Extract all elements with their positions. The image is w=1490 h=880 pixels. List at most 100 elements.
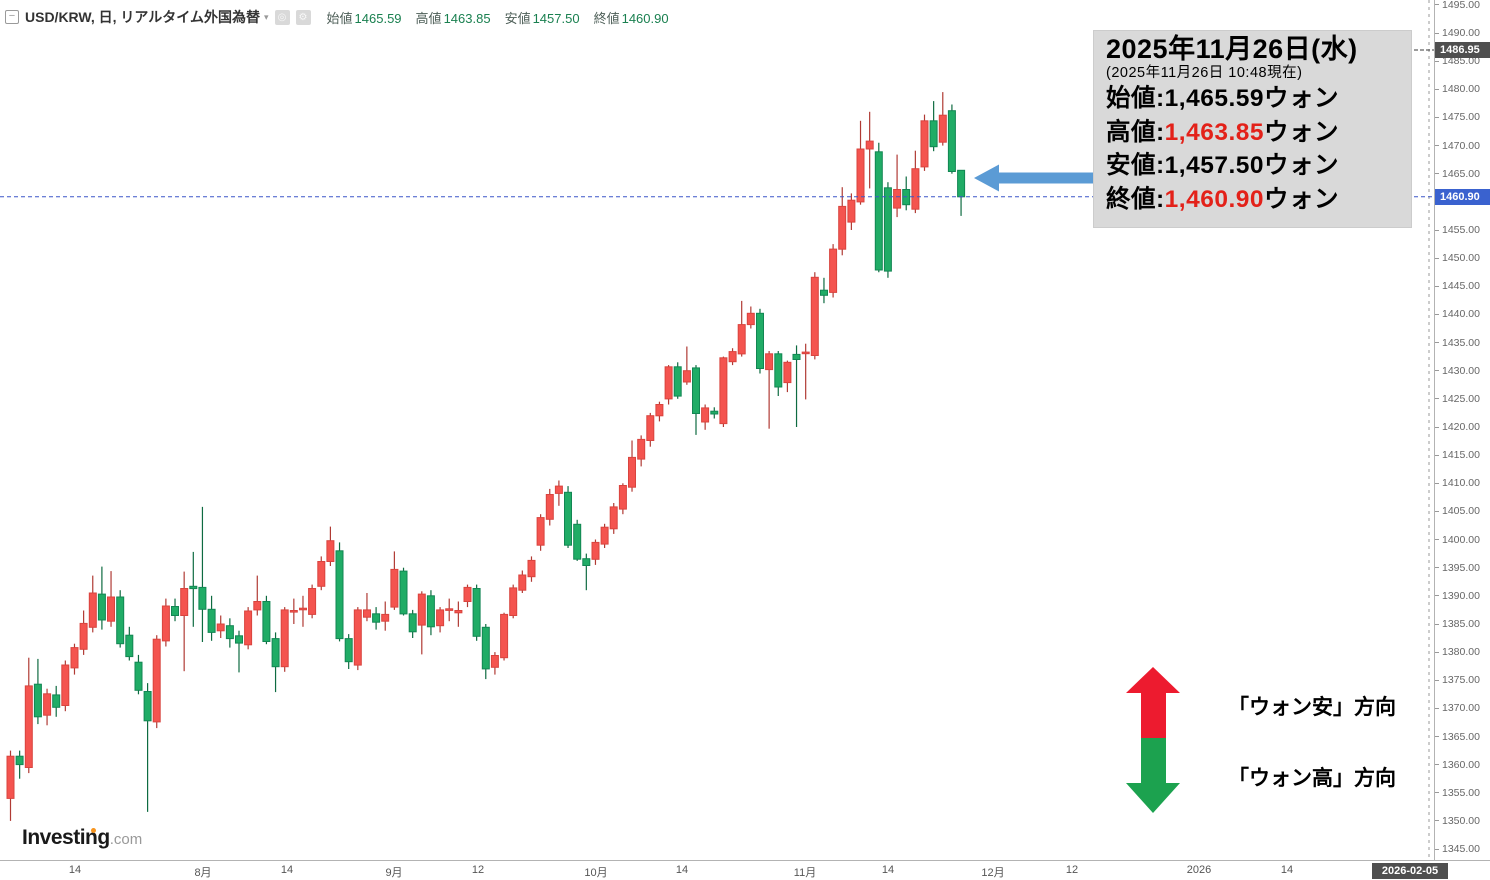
candle[interactable]: [591, 541, 600, 560]
candle[interactable]: [847, 199, 856, 223]
candle[interactable]: [253, 601, 262, 611]
candle[interactable]: [97, 593, 106, 621]
candle[interactable]: [527, 559, 536, 578]
candle[interactable]: [335, 550, 344, 640]
candle[interactable]: [820, 289, 828, 296]
price-axis[interactable]: 1486.95 1460.90 1495.00 1490.00 1485.00 148…: [1434, 0, 1490, 860]
candle[interactable]: [454, 610, 463, 614]
candle[interactable]: [408, 613, 417, 633]
candle[interactable]: [737, 324, 746, 355]
candle[interactable]: [353, 609, 362, 666]
candle[interactable]: [33, 683, 42, 718]
candle[interactable]: [244, 610, 253, 646]
candle[interactable]: [52, 694, 61, 708]
candle[interactable]: [646, 415, 655, 442]
candle[interactable]: [664, 366, 673, 400]
candle[interactable]: [829, 248, 838, 293]
candle[interactable]: [198, 586, 207, 610]
candle[interactable]: [518, 574, 527, 591]
candle[interactable]: [920, 120, 929, 168]
candle[interactable]: [280, 609, 289, 668]
candle[interactable]: [463, 586, 472, 603]
candle[interactable]: [107, 596, 115, 622]
candle[interactable]: [628, 456, 636, 488]
candle[interactable]: [180, 588, 189, 616]
candle[interactable]: [207, 608, 216, 633]
candle[interactable]: [235, 635, 243, 644]
candle[interactable]: [79, 622, 88, 650]
candle[interactable]: [609, 506, 618, 530]
candle[interactable]: [445, 608, 454, 611]
candle[interactable]: [436, 609, 445, 627]
candle[interactable]: [289, 610, 298, 613]
candle[interactable]: [481, 626, 490, 670]
candle[interactable]: [692, 367, 700, 414]
candle[interactable]: [70, 647, 79, 669]
candle[interactable]: [381, 613, 390, 622]
candle[interactable]: [308, 588, 317, 615]
candle[interactable]: [600, 526, 609, 545]
candle[interactable]: [673, 366, 682, 397]
candle[interactable]: [500, 613, 509, 659]
candle[interactable]: [582, 558, 591, 567]
candle[interactable]: [637, 438, 646, 460]
candle[interactable]: [682, 370, 691, 383]
candle[interactable]: [189, 585, 198, 590]
candle[interactable]: [417, 593, 426, 626]
time-axis[interactable]: 2026-02-05 14 8月 14 9月 12 10月 14 11月 14 12月 12 2026…: [0, 860, 1490, 880]
candle[interactable]: [24, 685, 33, 769]
candle[interactable]: [765, 353, 774, 371]
candle[interactable]: [893, 189, 902, 209]
candle[interactable]: [6, 755, 15, 799]
candlestick-svg[interactable]: [0, 0, 1434, 860]
candle[interactable]: [655, 404, 664, 417]
candle[interactable]: [545, 494, 554, 520]
candle[interactable]: [299, 607, 307, 611]
candles-layer[interactable]: [6, 92, 966, 821]
candle[interactable]: [883, 187, 892, 272]
candle[interactable]: [746, 312, 755, 326]
candle[interactable]: [225, 625, 234, 640]
candle[interactable]: [372, 613, 381, 623]
candle[interactable]: [728, 351, 737, 363]
candle[interactable]: [490, 655, 499, 668]
candle[interactable]: [554, 485, 563, 494]
candle[interactable]: [152, 638, 161, 723]
candle[interactable]: [783, 361, 792, 384]
symbol-title[interactable]: USD/KRW, 日, リアルタイム外国為替: [25, 9, 260, 25]
candle[interactable]: [125, 634, 134, 658]
candle[interactable]: [216, 623, 225, 632]
candle[interactable]: [61, 664, 70, 706]
candle[interactable]: [262, 601, 271, 642]
candle[interactable]: [719, 357, 728, 425]
candle[interactable]: [171, 606, 179, 616]
candle[interactable]: [710, 410, 719, 415]
candle[interactable]: [792, 353, 801, 360]
candle[interactable]: [564, 491, 572, 546]
candle[interactable]: [317, 561, 326, 587]
candle[interactable]: [472, 588, 481, 637]
candle[interactable]: [390, 568, 399, 608]
candle[interactable]: [838, 205, 847, 250]
candle[interactable]: [399, 570, 408, 615]
collapse-icon[interactable]: −: [5, 10, 19, 24]
candle[interactable]: [143, 691, 152, 722]
candle[interactable]: [43, 693, 52, 716]
candle[interactable]: [134, 661, 143, 691]
candle[interactable]: [874, 151, 883, 271]
candle[interactable]: [88, 592, 97, 628]
candle[interactable]: [856, 148, 865, 203]
candle[interactable]: [573, 523, 582, 560]
settings-gear-icon[interactable]: ⚙: [295, 9, 311, 25]
candle[interactable]: [774, 353, 783, 388]
candle[interactable]: [938, 114, 947, 143]
candle[interactable]: [509, 587, 518, 617]
chevron-down-icon[interactable]: ▾: [264, 11, 269, 22]
candle[interactable]: [326, 540, 335, 563]
candle[interactable]: [536, 517, 545, 546]
candle[interactable]: [957, 169, 966, 198]
candle[interactable]: [426, 595, 435, 628]
candle[interactable]: [116, 596, 125, 645]
candle[interactable]: [344, 638, 353, 663]
candle[interactable]: [363, 609, 371, 618]
